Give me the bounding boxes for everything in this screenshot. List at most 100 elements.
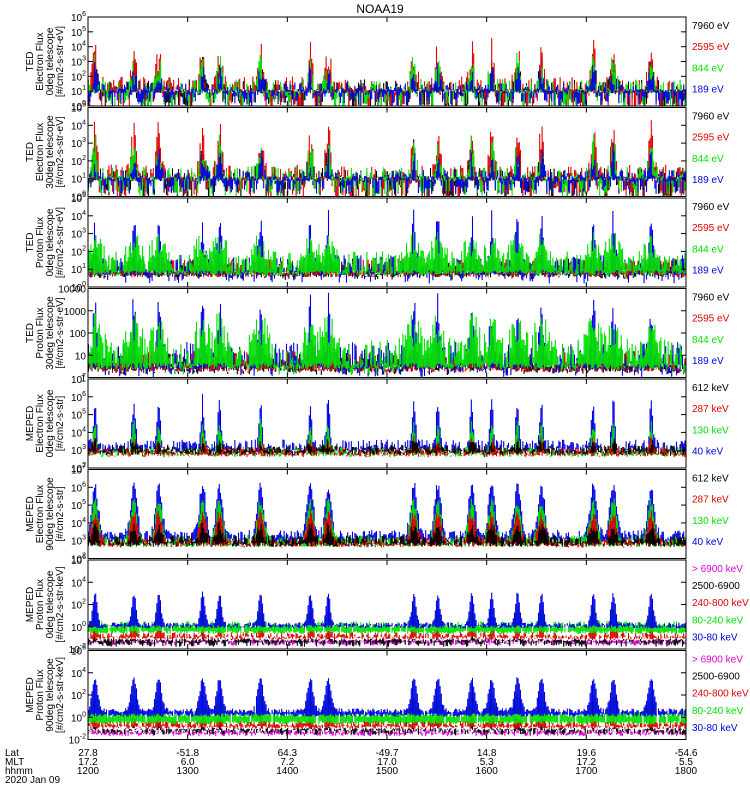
y-tick-label: 103 [71, 444, 86, 457]
series-red-1 [87, 120, 686, 197]
footer-value: 1600 [476, 766, 499, 777]
panel-data [87, 209, 686, 284]
y-axis-label-line: [#/cm2-s-str-eV] [55, 26, 66, 97]
panel-data [87, 591, 686, 647]
panel-meped-electron-90deg: 102 103 104 105 106 107 MEPED Electron Flux 90de… [25, 464, 729, 566]
legend-label: 844 eV [692, 154, 724, 165]
legend-label: 40 keV [692, 447, 723, 458]
legend-label: 844 eV [692, 63, 724, 74]
y-tick-label: 100 [71, 281, 86, 294]
footer-value: 1400 [276, 766, 299, 777]
y-tick-label: 107 [71, 464, 86, 477]
legend-label: 130 keV [692, 516, 729, 527]
y-tick-label: 104 [71, 210, 86, 223]
y-axis-label-line: [#/cm2-s-str] [55, 396, 66, 452]
footer-row-label: 2020 Jan 09 [5, 775, 60, 786]
series-blue-4 [87, 591, 686, 629]
series-blue-4 [87, 677, 686, 717]
y-axis-label-line: [#/cm2-s-str-eV] [55, 207, 66, 278]
y-tick-label: 103 [71, 228, 86, 241]
y-tick-label: 100 [71, 711, 86, 724]
y-axis-label-line: Proton Flux [35, 217, 46, 268]
footer-row-label: MLT [5, 757, 24, 768]
panel-ted-proton-0deg: 100 101 102 103 104 105 TED Proton Flux 0deg tel… [25, 192, 730, 294]
legend-label: 240-800 keV [692, 689, 749, 700]
panel-data [87, 120, 686, 197]
footer-value: 17.0 [377, 757, 397, 768]
y-axis-label-line: 0deg telescope [45, 208, 56, 276]
footer-value: 19.6 [577, 748, 597, 759]
series-green-3 [87, 231, 686, 277]
y-tick-label: 102 [71, 462, 86, 475]
y-axis-label-line: 0deg telescope [45, 389, 56, 457]
y-tick-label: 105 [71, 499, 86, 512]
footer-value: -51.8 [176, 748, 199, 759]
footer-value: 6.0 [181, 757, 195, 768]
y-axis-label-line: Proton Flux [35, 669, 46, 720]
y-axis-label-line: 0deg telescope [45, 570, 56, 638]
y-axis-label-line: [#/cm2-s-str-keV] [55, 566, 66, 642]
legend-label: 2500-6900 [692, 581, 740, 592]
y-axis-label-line: Electron Flux [35, 32, 46, 90]
y-tick-label: 100 [71, 191, 86, 204]
y-tick-label: 105 [71, 409, 86, 422]
y-axis-label-line: [#/cm2-s-str-eV] [55, 297, 66, 368]
footer-value: 7.2 [280, 757, 294, 768]
footer-value: 17.2 [78, 757, 98, 768]
legend-label: 80-240 keV [692, 706, 743, 717]
footer-value: -54.6 [675, 748, 698, 759]
footer-value: 1200 [77, 766, 100, 777]
y-tick-label: 103 [71, 137, 86, 150]
footer-value: 1700 [575, 766, 598, 777]
legend-label: 2595 eV [692, 223, 730, 234]
footer-value: 1500 [376, 766, 399, 777]
y-tick-label: 102 [71, 599, 86, 612]
legend-label: 130 keV [692, 425, 729, 436]
y-axis-label-line: Proton Flux [35, 579, 46, 630]
panel-meped-proton-0deg: 10-2 100 102 104 106 MEPED Proton Flux 0deg tel… [25, 554, 749, 656]
legend-label: 30-80 keV [692, 632, 738, 643]
y-axis-label-line: MEPED [25, 677, 36, 713]
y-axis-label-line: MEPED [25, 496, 36, 532]
footer-value: 5.3 [480, 757, 494, 768]
y-tick-label: 104 [71, 517, 86, 530]
y-tick-label: 10 [75, 351, 87, 362]
panel-data [87, 38, 686, 106]
y-tick-label: 102 [71, 245, 86, 258]
y-tick-label: 101 [71, 263, 86, 276]
y-tick-label: 103 [71, 535, 86, 548]
legend-label: 287 keV [692, 404, 729, 415]
panel-ted-electron-30deg: 100 101 102 103 104 105 TED Electron Flux 30deg … [25, 102, 730, 204]
legend-label: 2595 eV [692, 133, 730, 144]
y-tick-label: 104 [71, 119, 86, 132]
y-tick-label: 105 [71, 102, 86, 115]
y-tick-label: 105 [71, 26, 86, 39]
y-tick-label: 102 [71, 70, 86, 83]
legend-label: 80-240 keV [692, 615, 743, 626]
legend-label: 844 eV [692, 335, 724, 346]
y-axis-label-line: Electron Flux [35, 394, 46, 452]
y-axis-label-line: MEPED [25, 587, 36, 623]
y-tick-label: 107 [71, 373, 86, 386]
footer-value: 27.8 [78, 748, 98, 759]
legend-label: 2500-6900 [692, 672, 740, 683]
legend-label: > 6900 keV [692, 655, 743, 666]
y-tick-label: 102 [71, 553, 86, 566]
y-axis-label-line: Electron Flux [35, 123, 46, 181]
panel-data [87, 482, 686, 548]
y-axis-label-line: Electron Flux [35, 485, 46, 543]
legend-label: 189 eV [692, 266, 724, 277]
footer-value: 1800 [675, 766, 698, 777]
footer-row-label: Lat [5, 748, 19, 759]
y-axis-label-line: MEPED [25, 406, 36, 442]
footer-value: 1300 [177, 766, 200, 777]
legend-label: 30-80 keV [692, 723, 738, 734]
panel-meped-proton-90deg: 10-2 100 102 104 106 MEPED Proton Flux 90deg te… [25, 645, 749, 747]
legend-label: 7960 eV [692, 293, 730, 304]
legend-label: 189 eV [692, 356, 724, 367]
legend-label: 287 keV [692, 495, 729, 506]
y-axis-label-line: TED [25, 142, 36, 162]
